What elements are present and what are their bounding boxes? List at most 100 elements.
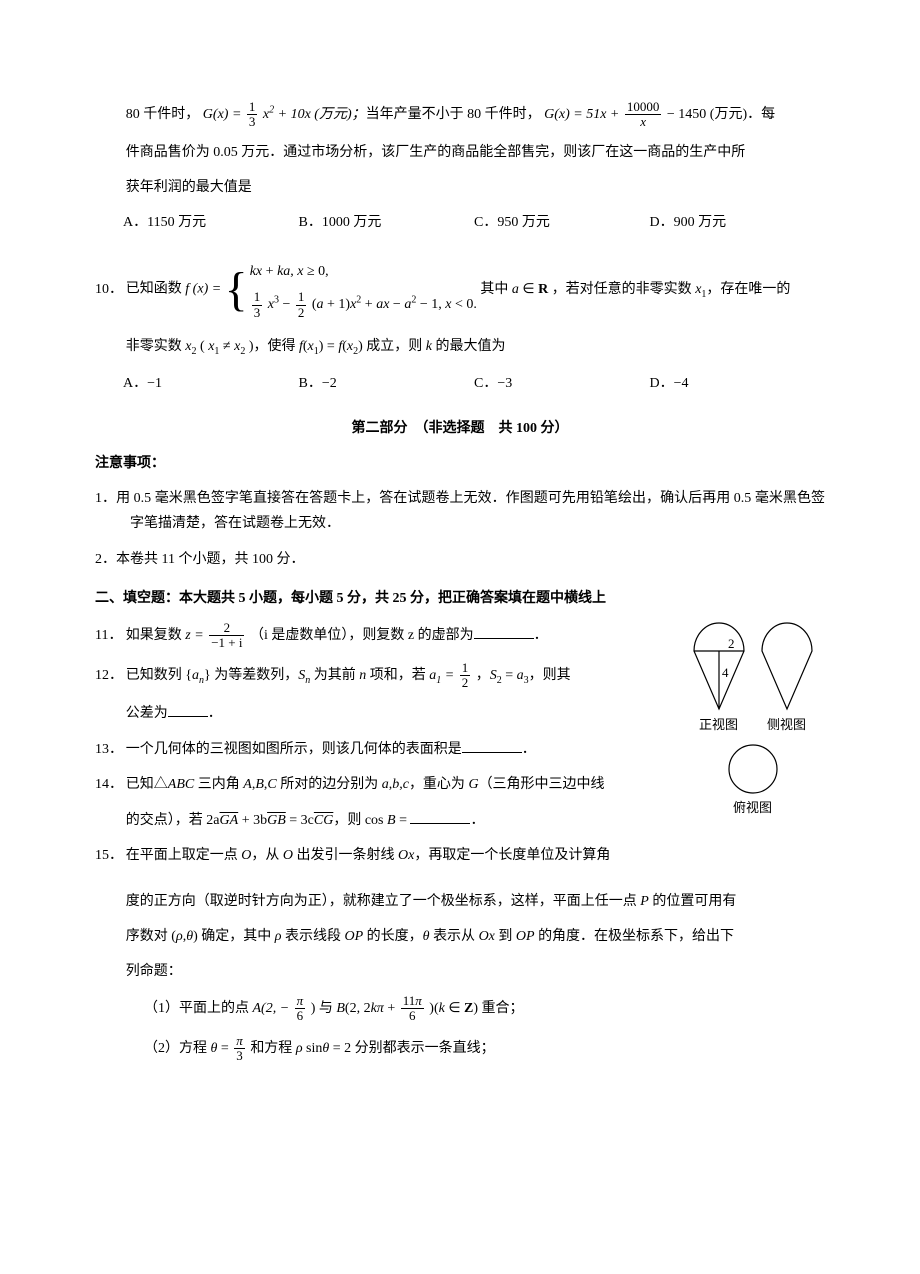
q10-choices: A．−1 B．−2 C．−3 D．−4 bbox=[123, 371, 825, 396]
front-label-2: 2 bbox=[728, 636, 735, 651]
q10-case1: kx + ka, x ≥ 0, bbox=[250, 259, 477, 284]
notice-2: 2．本卷共 11 个小题，共 100 分． bbox=[130, 547, 825, 572]
q10-opt-b: B．−2 bbox=[299, 371, 475, 396]
q10-fx: f (x) = bbox=[185, 282, 224, 297]
q11-z: z = bbox=[185, 628, 207, 643]
frac-num: 1 bbox=[252, 290, 263, 305]
q12-blank bbox=[168, 700, 208, 717]
q9-g1-frac: 1 3 bbox=[247, 100, 258, 130]
front-view-svg: 2 4 bbox=[688, 621, 750, 713]
q9-g2-frac: 10000 x bbox=[625, 100, 662, 130]
q9-text-a: 80 千件时， bbox=[126, 107, 200, 122]
notice-title: 注意事项： bbox=[95, 451, 825, 476]
q10-stem-a: 已知函数 bbox=[126, 282, 186, 297]
side-view-svg bbox=[756, 621, 818, 713]
q14-c: + 3b bbox=[238, 813, 267, 828]
notice-1: 1．用 0.5 毫米黑色签字笔直接答在答题卡上，答在试题卷上无效．作图题可先用铅… bbox=[130, 486, 825, 536]
q10-case2: 13 x3 − 12 (a + 1)x2 + ax − a2 − 1, x < … bbox=[250, 290, 477, 320]
q14-e: ，则 cos B = bbox=[333, 813, 410, 828]
q12-b: ，S2 = a3，则其 bbox=[476, 668, 571, 683]
q11-blank bbox=[474, 622, 534, 639]
q12-a1: a1 = bbox=[429, 668, 457, 683]
q12-end: ． bbox=[208, 706, 222, 721]
q15-sub1-a: （1）平面上的点 bbox=[144, 1001, 253, 1016]
side-view: 侧视图 bbox=[756, 621, 818, 736]
q15-sub2-a: （2）方程 θ = bbox=[144, 1041, 232, 1056]
q9-g1-rest: x2 + 10x (万元)； bbox=[263, 107, 366, 122]
vec-ga: GA bbox=[220, 813, 239, 828]
q9-opt-d: D．900 万元 bbox=[650, 210, 826, 235]
q10-num: 10． bbox=[95, 277, 126, 302]
q10-opt-a: A．−1 bbox=[123, 371, 299, 396]
q11-end: ． bbox=[534, 628, 548, 643]
q14-d: = 3c bbox=[286, 813, 314, 828]
q9-mid: 当年产量不小于 80 千件时， bbox=[366, 107, 541, 122]
three-views-diagram: 2 4 正视图 侧视图 俯视图 bbox=[680, 621, 825, 820]
q11-frac: 2 −1 + i bbox=[209, 621, 244, 651]
frac-den: −1 + i bbox=[209, 636, 244, 650]
frac-num: 1 bbox=[296, 290, 307, 305]
q10-line2: 非零实数 x2 ( x1 ≠ x2 )，使得 f(x1) = f(x2) 成立，… bbox=[126, 334, 825, 361]
q15-line4: 列命题： bbox=[126, 959, 825, 984]
q14-a: 已知△ABC 三内角 A,B,C 所对的边分别为 a,b,c，重心为 G（三角形… bbox=[126, 777, 605, 792]
frac-den: 6 bbox=[401, 1009, 424, 1023]
q14-blank bbox=[410, 807, 470, 824]
top-view-svg bbox=[726, 742, 780, 796]
q15-sub1-c: )(k ∈ Z) 重合； bbox=[429, 1001, 523, 1016]
q13-end: ． bbox=[522, 742, 536, 757]
q15-sub1-frac1: π 6 bbox=[295, 994, 306, 1024]
q12-frac: 1 2 bbox=[460, 661, 471, 691]
q10-opt-c: C．−3 bbox=[474, 371, 650, 396]
q15-sub1-A: A(2, − bbox=[253, 1001, 290, 1016]
q13-num: 13． bbox=[95, 737, 126, 762]
frac-num: 1 bbox=[460, 661, 471, 676]
left-brace-icon: { bbox=[225, 266, 248, 314]
frac-num: π bbox=[234, 1034, 245, 1049]
q11-a: 如果复数 bbox=[126, 628, 186, 643]
vec-cg: CG bbox=[314, 813, 333, 828]
q15-sub1-b: ) 与 B(2, 2kπ + bbox=[311, 1001, 399, 1016]
q15-line3: 序数对 (ρ,θ) 确定，其中 ρ 表示线段 OP 的长度，θ 表示从 Ox 到… bbox=[126, 924, 825, 949]
q9-g2-lhs: G(x) = 51x + bbox=[544, 107, 623, 122]
frac-den: 2 bbox=[296, 306, 307, 320]
q15-line2: 度的正方向（取逆时针方向为正），就称建立了一个极坐标系，这样，平面上任一点 P … bbox=[126, 889, 825, 914]
frac-den: 3 bbox=[252, 306, 263, 320]
frac-den: 3 bbox=[234, 1049, 245, 1063]
q10: 10．已知函数 f (x) = { kx + ka, x ≥ 0, 13 x3 … bbox=[95, 255, 825, 324]
frac-den: x bbox=[625, 115, 662, 129]
q13-blank bbox=[462, 736, 522, 753]
q15: 15．在平面上取定一点 O，从 O 出发引一条射线 Ox，再取定一个长度单位及计… bbox=[95, 843, 825, 868]
frac-den: 6 bbox=[295, 1009, 306, 1023]
frac-num: π bbox=[295, 994, 306, 1009]
q10-opt-d: D．−4 bbox=[650, 371, 826, 396]
q10-stem-b: 其中 a ∈ R ，若对任意的非零实数 x1，存在唯一的 bbox=[480, 282, 790, 297]
q15-sub1: （1）平面上的点 A(2, − π 6 ) 与 B(2, 2kπ + 11π 6… bbox=[144, 994, 825, 1024]
front-view-label: 正视图 bbox=[699, 713, 738, 736]
q9-line3: 获年利润的最大值是 bbox=[126, 175, 825, 200]
q11-b: （i 是虚数单位），则复数 z 的虚部为 bbox=[250, 628, 474, 643]
q9-line2: 件商品售价为 0.05 万元．通过市场分析，该厂生产的商品能全部售完，则该厂在这… bbox=[126, 140, 825, 165]
top-view-label: 俯视图 bbox=[733, 796, 772, 819]
q15-sub2-frac: π 3 bbox=[234, 1034, 245, 1064]
q15-sub2-b: 和方程 ρ sinθ = 2 分别都表示一条直线； bbox=[250, 1041, 494, 1056]
frac-num: 2 bbox=[209, 621, 244, 636]
vec-gb: GB bbox=[267, 813, 286, 828]
frac-den: 3 bbox=[247, 115, 258, 129]
q15-num: 15． bbox=[95, 843, 126, 868]
q10-piecewise: { kx + ka, x ≥ 0, 13 x3 − 12 (a + 1)x2 +… bbox=[225, 259, 477, 320]
front-view: 2 4 正视图 bbox=[688, 621, 750, 736]
q9-opt-a: A．1150 万元 bbox=[123, 210, 299, 235]
q9-opt-b: B．1000 万元 bbox=[299, 210, 475, 235]
q11-num: 11． bbox=[95, 623, 126, 648]
top-view: 俯视图 bbox=[680, 742, 825, 819]
frac-num: 11π bbox=[401, 994, 424, 1009]
q9-g2-rest: − 1450 (万元)．每 bbox=[667, 107, 775, 122]
side-view-label: 侧视图 bbox=[767, 713, 806, 736]
q9-line1: 80 千件时， G(x) = 1 3 x2 + 10x (万元)；当年产量不小于… bbox=[126, 100, 825, 130]
q15-sub1-frac2: 11π 6 bbox=[401, 994, 424, 1024]
part2-title: 第二部分 （非选择题 共 100 分） bbox=[95, 416, 825, 441]
q14-b: 的交点），若 2a bbox=[126, 813, 220, 828]
q15-sub2: （2）方程 θ = π 3 和方程 ρ sinθ = 2 分别都表示一条直线； bbox=[144, 1034, 825, 1064]
frac-num: 1 bbox=[247, 100, 258, 115]
frac-den: 2 bbox=[460, 676, 471, 690]
